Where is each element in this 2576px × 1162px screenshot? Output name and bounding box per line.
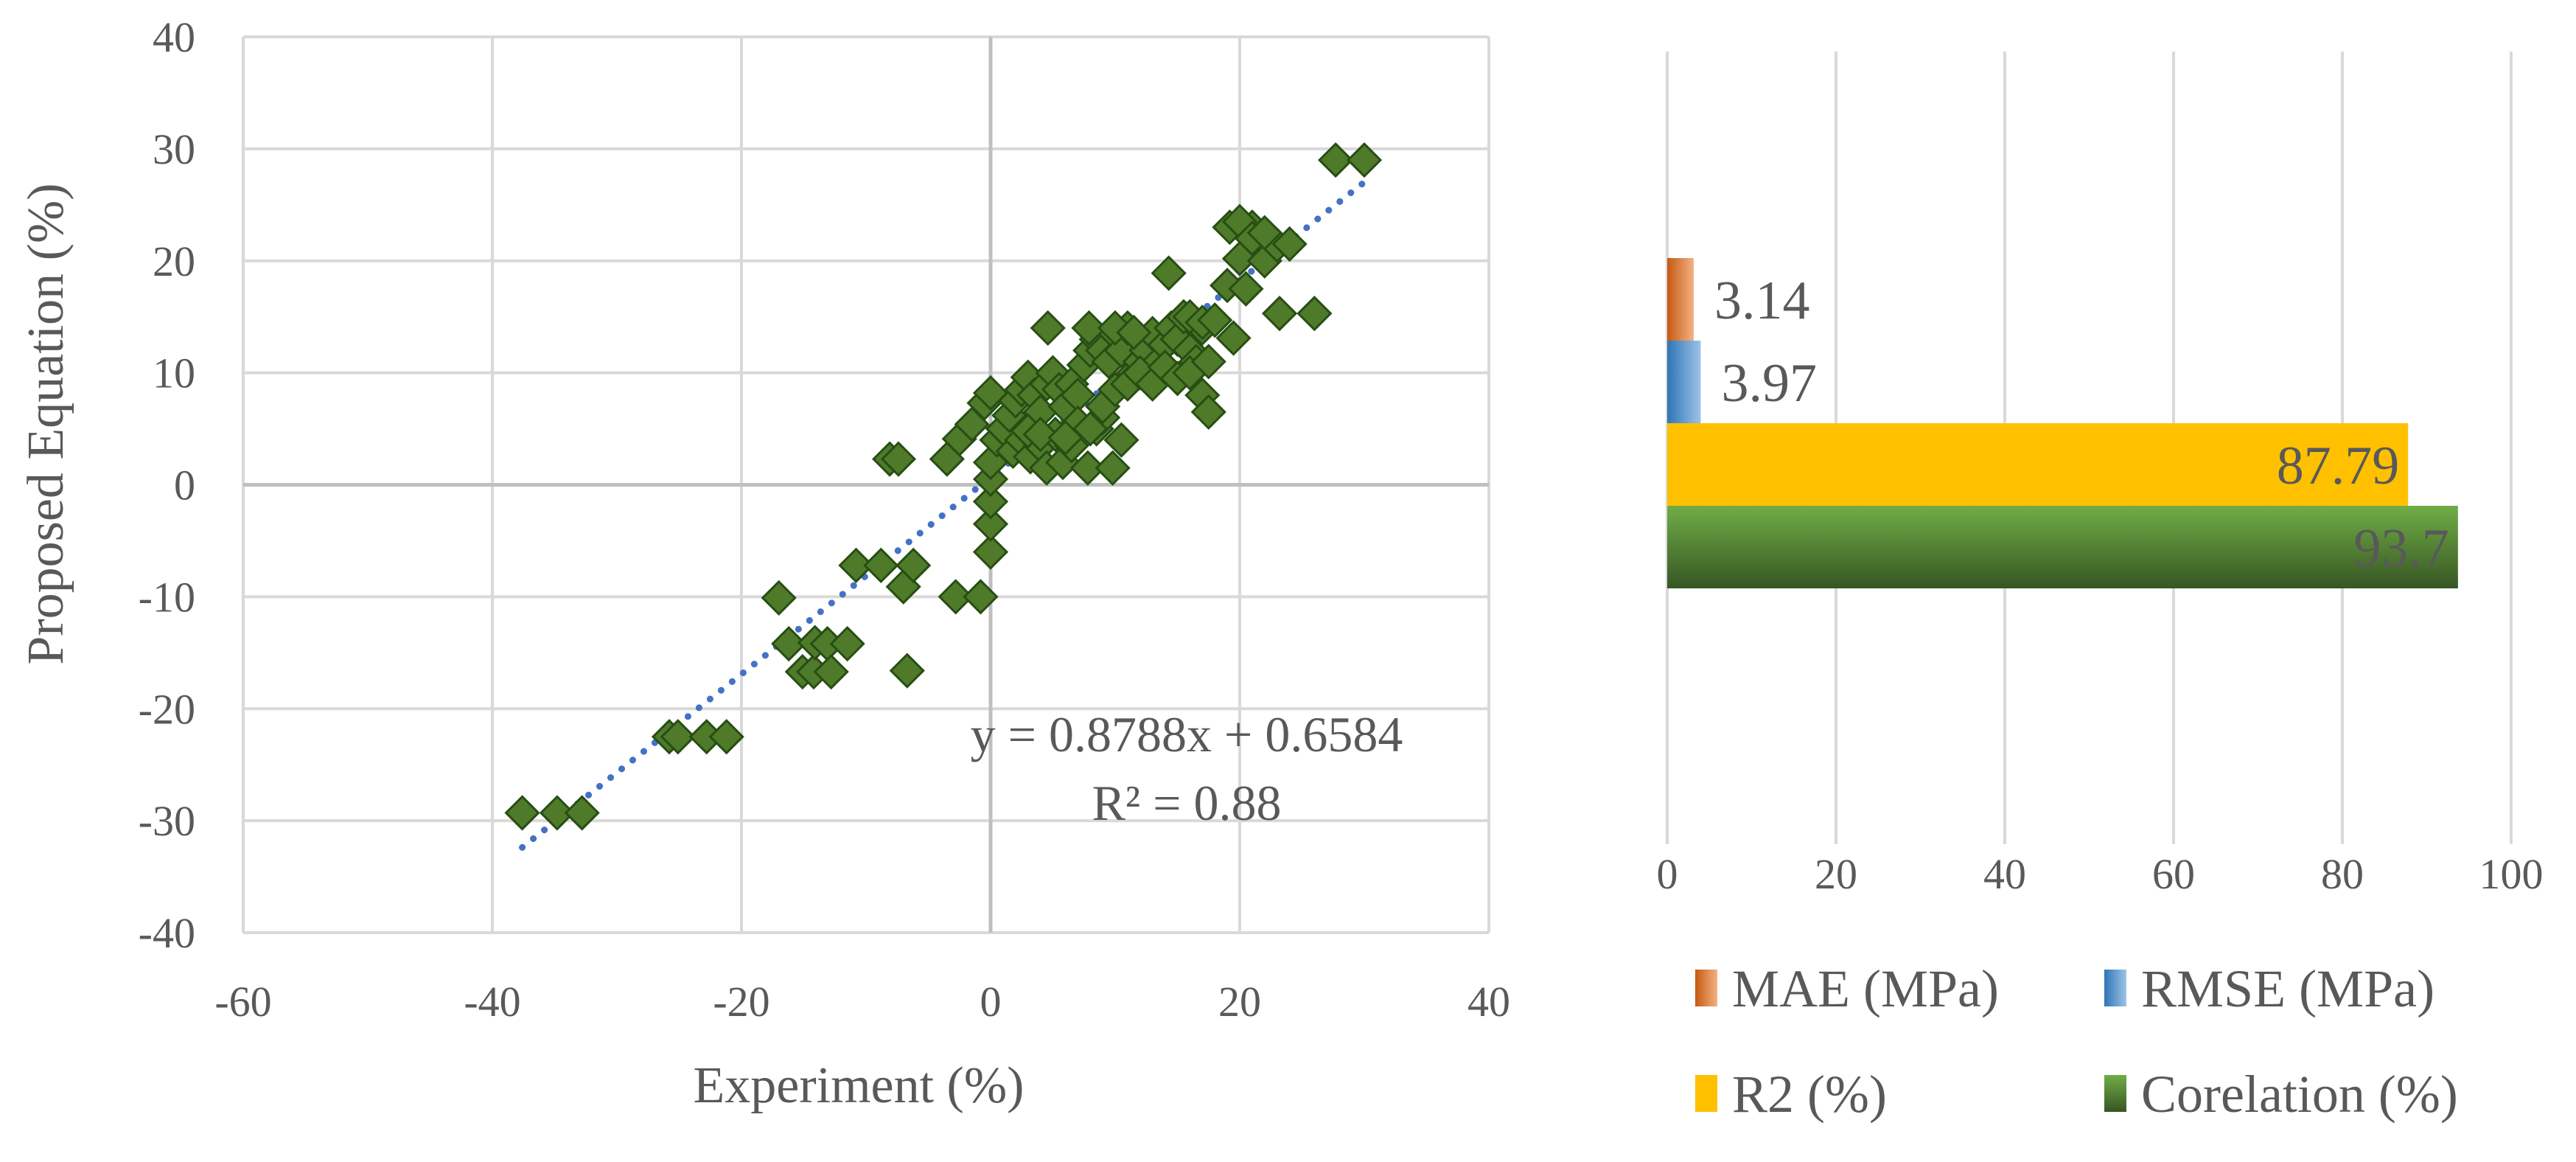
scatter-point xyxy=(761,580,797,616)
trendline xyxy=(519,178,1368,851)
scatter-point xyxy=(1072,411,1109,447)
scatter-point xyxy=(1030,310,1066,346)
legend-label: MAE (MPa) xyxy=(1732,959,1999,1018)
scatter-point xyxy=(1197,302,1233,338)
bar-chart: 3.14 3.97 87.79 93.7 0 20 40 60 80 100 MAE (MPa)… xyxy=(1657,52,2544,1124)
bar-bars xyxy=(1667,258,2458,588)
bar-x-tick-label: 60 xyxy=(2152,850,2195,898)
legend-label: R2 (%) xyxy=(1732,1065,1887,1124)
scatter-point xyxy=(896,547,932,583)
bar-data-labels: 3.14 3.97 87.79 93.7 xyxy=(1714,271,2449,579)
scatter-point xyxy=(1190,394,1226,430)
x-tick-label: 40 xyxy=(1467,978,1510,1026)
trendline-equation: y = 0.8788x + 0.6584 xyxy=(971,706,1403,762)
scatter-points xyxy=(504,142,1383,831)
scatter-point xyxy=(1151,255,1187,291)
bar-data-label: 87.79 xyxy=(2277,436,2400,496)
scatter-point xyxy=(1095,450,1131,486)
bar-data-label: 93.7 xyxy=(2353,518,2449,579)
legend-label: Corelation (%) xyxy=(2141,1065,2458,1124)
bar-data-label: 3.97 xyxy=(1721,353,1817,414)
x-tick-label: -60 xyxy=(214,978,271,1026)
scatter-point xyxy=(1103,422,1139,458)
y-tick-label: -20 xyxy=(139,685,195,733)
scatter-point xyxy=(1228,271,1264,307)
bar-x-tick-label: 0 xyxy=(1657,850,1678,898)
y-tick-label: 40 xyxy=(153,13,195,61)
bar-x-tick-label: 100 xyxy=(2479,850,2544,898)
bar-x-tick-label: 20 xyxy=(1815,850,1857,898)
bar-rmse xyxy=(1667,341,1701,423)
bar-corelation xyxy=(1667,506,2458,588)
y-tick-label: -40 xyxy=(139,909,195,957)
scatter-point xyxy=(660,719,696,755)
scatter-point xyxy=(564,795,600,831)
scatter-point xyxy=(504,795,540,831)
y-tick-label: 20 xyxy=(153,237,195,285)
scatter-point xyxy=(539,795,576,831)
bar-data-label: 3.14 xyxy=(1714,271,1810,331)
scatter-point xyxy=(938,579,974,615)
y-tick-label: -10 xyxy=(139,573,195,621)
x-tick-label: 0 xyxy=(980,978,1002,1026)
scatter-point xyxy=(863,547,899,583)
scatter-point xyxy=(1318,142,1354,178)
scatter-point xyxy=(1215,320,1252,356)
bar-r2 xyxy=(1667,423,2409,506)
scatter-point xyxy=(1296,296,1333,332)
scatter-trendline xyxy=(519,178,1368,851)
scatter-point xyxy=(1246,215,1282,251)
y-tick-label: 0 xyxy=(174,462,195,509)
scatter-point xyxy=(708,719,744,755)
legend-swatch xyxy=(2104,1075,2126,1112)
legend-label: RMSE (MPa) xyxy=(2141,959,2434,1018)
bar-x-tick-labels: 0 20 40 60 80 100 xyxy=(1657,850,2544,898)
scatter-point xyxy=(829,626,865,662)
bar-legend: MAE (MPa) RMSE (MPa) R2 (%) Corelation (%) xyxy=(1695,959,2458,1124)
bar-x-tick-label: 80 xyxy=(2321,850,2364,898)
legend-swatch xyxy=(1695,1075,1717,1112)
legend-swatch xyxy=(1695,970,1717,1006)
scatter-point xyxy=(972,534,1009,570)
scatter-point xyxy=(972,484,1009,520)
scatter-point xyxy=(1069,450,1106,486)
scatter-point xyxy=(1346,142,1383,178)
scatter-point xyxy=(972,506,1009,542)
scatter-point xyxy=(880,441,917,477)
trendline-r-squared: R² = 0.88 xyxy=(1092,775,1281,831)
scatter-x-axis-title: Experiment (%) xyxy=(694,1057,1025,1114)
scatter-point xyxy=(838,547,874,583)
y-tick-label: 30 xyxy=(153,125,195,173)
scatter-chart: -60 -40 -20 0 20 40 -40 -30 -20 -10 0 10 20 30 40 Exp… xyxy=(18,13,1510,1114)
scatter-y-tick-labels: -40 -30 -20 -10 0 10 20 30 40 xyxy=(139,13,195,957)
x-tick-label: 20 xyxy=(1218,978,1261,1026)
scatter-point xyxy=(1022,417,1058,453)
y-tick-label: -30 xyxy=(139,797,195,845)
y-tick-label: 10 xyxy=(153,349,195,397)
scatter-axes xyxy=(243,37,1489,933)
bar-mae xyxy=(1667,258,1694,341)
bar-x-tick-label: 40 xyxy=(1983,850,2026,898)
scatter-point xyxy=(1116,314,1152,351)
scatter-point xyxy=(1190,344,1226,380)
scatter-point xyxy=(1071,310,1107,346)
scatter-point xyxy=(771,626,807,662)
scatter-point xyxy=(889,653,925,689)
legend-swatch xyxy=(2104,970,2126,1006)
x-tick-label: -40 xyxy=(464,978,520,1026)
scatter-y-axis-title: Proposed Equation (%) xyxy=(18,183,74,664)
scatter-point xyxy=(1261,296,1298,332)
scatter-point xyxy=(813,654,849,690)
x-tick-label: -20 xyxy=(713,978,769,1026)
scatter-x-tick-labels: -60 -40 -20 0 20 40 xyxy=(214,978,1510,1026)
scatter-point xyxy=(1271,226,1308,262)
scatter-point xyxy=(963,579,999,615)
